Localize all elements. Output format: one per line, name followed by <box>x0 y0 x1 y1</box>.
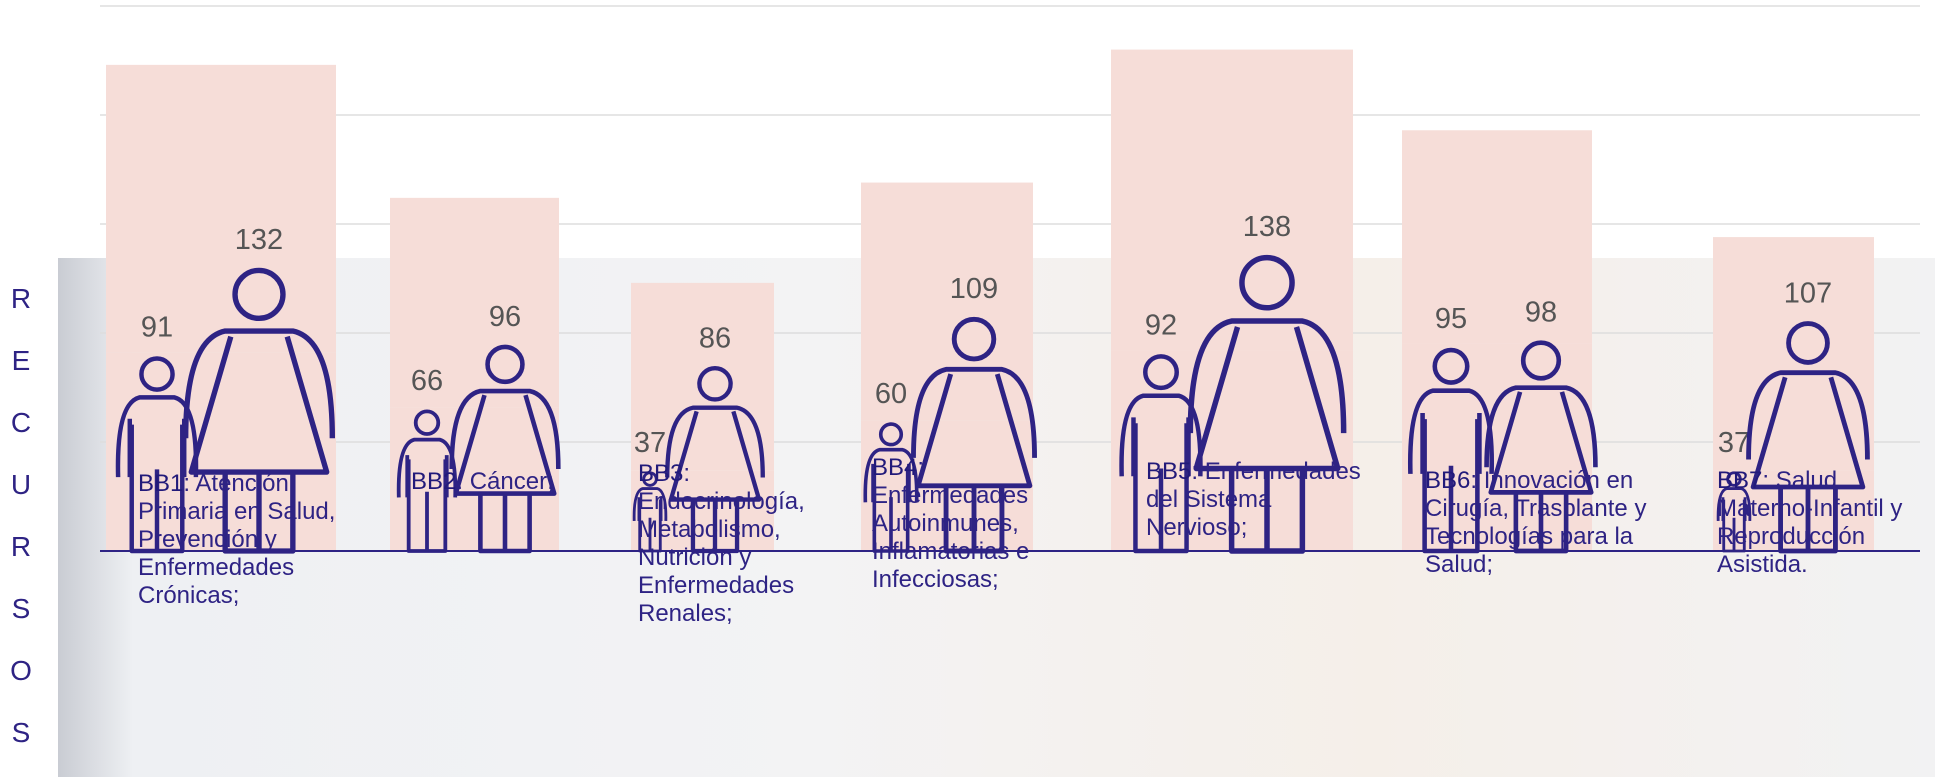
category-label: BB1: Atención Primaria en Salud, Prevenc… <box>138 470 348 610</box>
icon-body <box>665 405 765 554</box>
value-label: 138 <box>1243 211 1291 243</box>
pictogram-icon <box>449 344 561 554</box>
icon-head <box>1239 254 1295 311</box>
icon-body <box>911 366 1037 554</box>
category-label: BB6: Innovación en Cirugía, Trasplante y… <box>1425 467 1675 579</box>
pictogram-icon <box>182 267 336 554</box>
pictogram-icon <box>1716 471 1752 553</box>
pictogram-icon <box>115 356 199 554</box>
icon-body <box>182 328 336 554</box>
y-axis-label: RECURSOS <box>10 283 32 748</box>
pictogram-icon <box>1407 347 1495 554</box>
category-code: BB4 <box>872 454 918 481</box>
icon-body <box>863 447 919 553</box>
icon-body <box>1187 318 1347 554</box>
category-label: BB2: Cáncer; <box>411 468 591 496</box>
pictogram-icon <box>1119 354 1203 554</box>
icon-head <box>697 366 733 402</box>
value-label: 95 <box>1435 303 1467 335</box>
icon-head <box>878 422 904 447</box>
category-code: BB2 <box>411 468 457 495</box>
value-label: 86 <box>699 322 731 354</box>
icon-head <box>1786 321 1830 365</box>
category-description: : Cáncer; <box>456 468 554 495</box>
pictogram-icon <box>863 422 919 553</box>
category-description: : Endocrinología, Metabolismo, Nutrición… <box>638 460 805 627</box>
icon-head <box>1726 471 1742 487</box>
category-label: BB4: Enfermedades Autoinmunes, Inflamato… <box>872 454 1052 594</box>
category-code: BB5 <box>1146 458 1192 485</box>
pictogram-icon <box>911 316 1037 554</box>
category-description: : Enfermedades del Sistema Nervioso; <box>1146 458 1361 541</box>
category-description: : Atención Primaria en Salud, Prevención… <box>138 470 336 609</box>
value-label: 91 <box>141 312 173 344</box>
category-description: : Enfermedades Autoinmunes, Inflamatoria… <box>872 454 1030 593</box>
value-label: 98 <box>1525 297 1557 329</box>
icon-body <box>115 395 199 554</box>
icon-body <box>1407 388 1495 554</box>
category-code: BB1 <box>138 470 184 497</box>
pictogram-icon <box>665 366 765 554</box>
value-label: 107 <box>1784 277 1832 309</box>
icon-head <box>1143 354 1179 391</box>
icon-head <box>642 471 658 487</box>
value-label: 66 <box>411 365 443 397</box>
value-label: 60 <box>875 378 907 410</box>
icon-body <box>449 388 561 554</box>
icon-body <box>632 487 668 553</box>
bar-segment <box>106 64 336 353</box>
bar-segment <box>1402 130 1592 344</box>
icon-head <box>232 267 286 322</box>
value-label: 37 <box>634 427 666 459</box>
icon-body <box>1746 370 1870 554</box>
pictogram-icon <box>1187 254 1347 554</box>
pictogram-icon <box>1484 340 1598 554</box>
icon-body <box>1716 487 1752 553</box>
category-description: : Innovación en Cirugía, Trasplante y Te… <box>1425 467 1647 578</box>
pictogram-icon <box>632 471 668 553</box>
icon-head <box>951 316 997 362</box>
value-label: 92 <box>1145 309 1177 341</box>
value-label: 37 <box>1718 427 1750 459</box>
value-label: 132 <box>235 224 283 256</box>
category-label: BB5: Enfermedades del Sistema Nervioso; <box>1146 458 1361 542</box>
pictogram-icon <box>1746 321 1870 554</box>
icon-head <box>139 356 175 392</box>
icon-body <box>1484 385 1598 554</box>
pictogram-icon <box>396 409 458 553</box>
icon-head <box>413 409 441 436</box>
icon-body <box>1119 393 1203 554</box>
category-description: : Salud Materno-Infantil y Reproducción … <box>1717 467 1903 578</box>
category-code: BB6 <box>1425 467 1471 494</box>
icon-head <box>485 344 525 385</box>
value-label: 96 <box>489 301 521 333</box>
icon-head <box>1520 340 1562 381</box>
value-label: 109 <box>950 273 998 305</box>
category-label: BB7: Salud Materno-Infantil y Reproducci… <box>1717 467 1927 579</box>
bar-segment <box>1111 49 1353 351</box>
category-label: BB3: Endocrinología, Metabolismo, Nutric… <box>638 460 823 628</box>
icon-body <box>396 437 458 553</box>
bar-segment <box>390 197 559 408</box>
bar-segment <box>1402 343 1592 551</box>
category-code: BB3 <box>638 460 684 487</box>
category-code: BB7 <box>1717 467 1763 494</box>
icon-head <box>1432 347 1470 385</box>
